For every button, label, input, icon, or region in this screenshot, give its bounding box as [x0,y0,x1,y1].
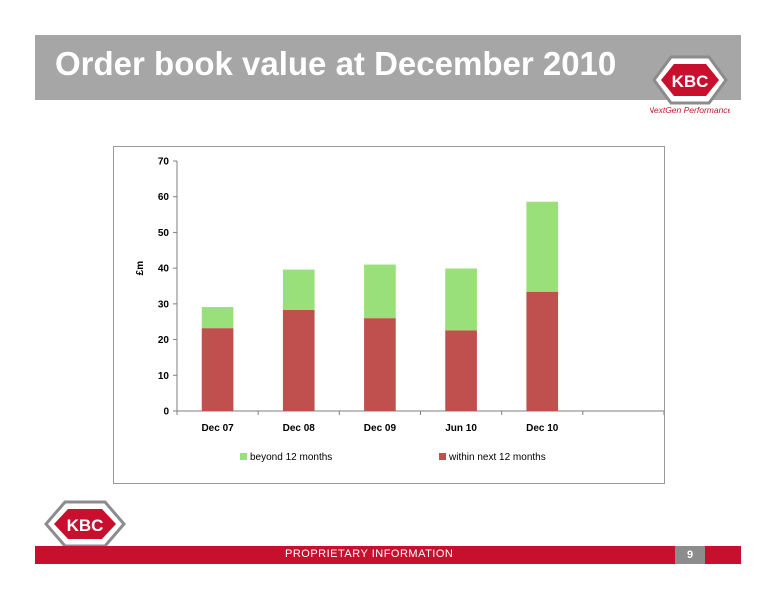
bar-within-next-12-months [201,328,234,411]
y-tick-label: 40 [158,264,170,275]
order-book-chart: 0 10 20 30 40 50 60 70 £m Dec 07 Dec 08 Dec 09 Jun 1… [135,157,664,463]
bar-beyond-12-months [282,269,315,310]
x-tick-label: Jun 10 [445,423,477,434]
bar-beyond-12-months [445,268,477,331]
footer-text: PROPRIETARY INFORMATION [285,548,454,560]
footer-bar: PROPRIETARY INFORMATION [35,546,741,564]
y-tick-label: 10 [158,371,170,382]
legend-label: beyond 12 months [250,452,332,463]
legend-swatch [439,453,446,460]
kbc-logo-tagline: NextGen Performance [650,105,730,115]
y-tick-label: 0 [163,407,169,418]
x-tick-label: Dec 08 [283,423,316,434]
bar-beyond-12-months [201,307,234,329]
y-axis-label: £m [135,261,146,276]
y-tick-label: 70 [158,157,170,168]
title-bar: Order book value at December 2010 [35,35,741,100]
kbc-logo-inner [661,64,719,96]
kbc-logo-footer-text: KBC [67,516,104,535]
y-tick-label: 30 [158,299,170,310]
bar-within-next-12-months [526,291,559,411]
legend-label: within next 12 months [448,452,546,463]
bar-beyond-12-months [526,201,559,292]
bar-within-next-12-months [364,318,396,411]
chart-frame: 0 10 20 30 40 50 60 70 £m Dec 07 Dec 08 Dec 09 Jun 1… [113,146,665,484]
bar-beyond-12-months [364,264,396,319]
x-tick-label: Dec 07 [201,423,234,434]
y-tick-label: 60 [158,192,170,203]
x-tick-label: Dec 09 [364,423,397,434]
y-tick-label: 20 [158,335,170,346]
x-tick-label: Dec 10 [526,423,559,434]
kbc-logo-text: KBC [672,72,709,91]
y-tick-label: 50 [158,228,170,239]
kbc-logo-footer: KBC NextGen Performance [44,500,126,552]
page-number: 9 [675,546,705,564]
legend-swatch [240,453,247,460]
kbc-logo: KBC NextGen Performance [650,55,730,115]
bar-within-next-12-months [445,330,477,411]
kbc-logo-footer-inner [54,509,116,539]
bar-within-next-12-months [282,309,315,411]
slide-title: Order book value at December 2010 [55,45,617,82]
